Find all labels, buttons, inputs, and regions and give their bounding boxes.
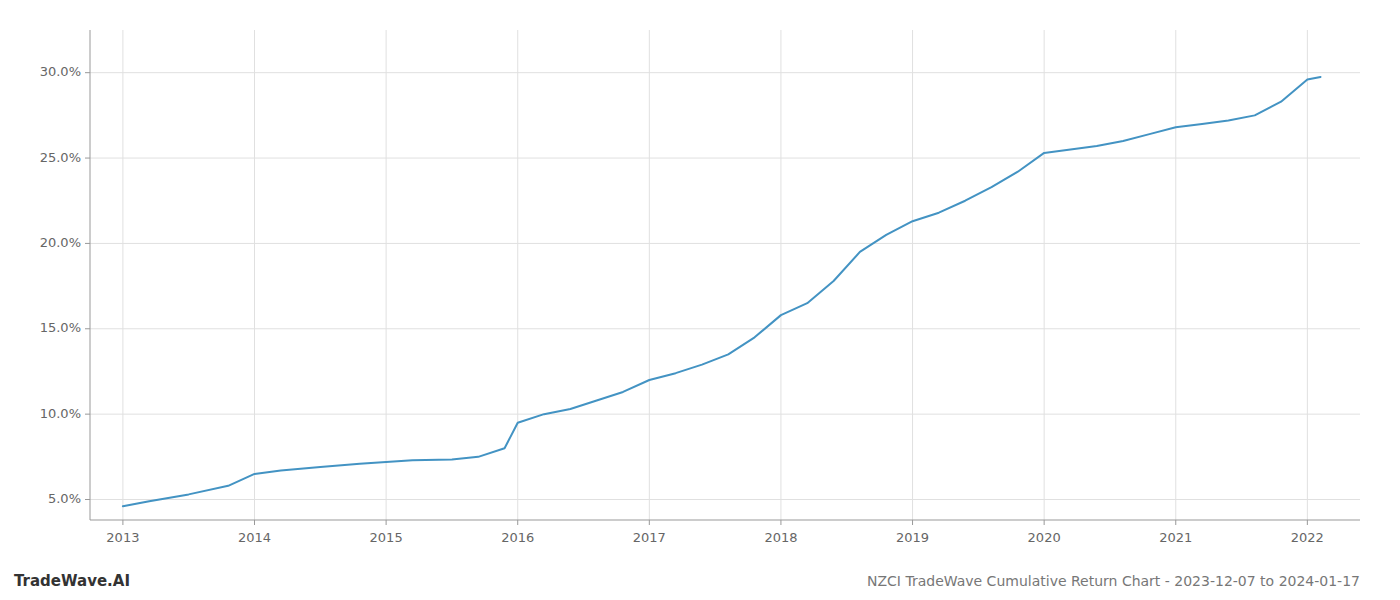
tick-x	[1044, 520, 1045, 525]
grid-line-x	[1044, 30, 1045, 520]
tick-y	[85, 158, 90, 159]
tick-y	[85, 72, 90, 73]
tick-label-x: 2022	[1291, 530, 1324, 545]
axis-line-x	[90, 520, 1360, 521]
grid-line-x	[780, 30, 781, 520]
grid-line-x	[517, 30, 518, 520]
grid-line-x	[912, 30, 913, 520]
tick-x	[254, 520, 255, 525]
grid-line-x	[1307, 30, 1308, 520]
tick-label-x: 2018	[764, 530, 797, 545]
tick-label-y: 15.0%	[40, 320, 81, 335]
title: NZCI TradeWave Cumulative Return Chart -…	[867, 573, 1360, 589]
grid-line-x	[1175, 30, 1176, 520]
tick-x	[122, 520, 123, 525]
tick-y	[85, 499, 90, 500]
tick-label-y: 10.0%	[40, 406, 81, 421]
grid-line-y	[90, 158, 1360, 159]
grid	[90, 30, 1360, 520]
axes: 5.0% 10.0% 15.0% 20.0% 25.0% 30.0% 2013 2014 201…	[40, 30, 1360, 545]
grid-line-y	[90, 328, 1360, 329]
tick-y	[85, 414, 90, 415]
tick-label-y: 25.0%	[40, 150, 81, 165]
grid-line-y	[90, 414, 1360, 415]
tick-label-y: 30.0%	[40, 64, 81, 79]
grid-line-y	[90, 243, 1360, 244]
tick-x	[1175, 520, 1176, 525]
grid-line-y	[90, 499, 1360, 500]
chart: 5.0% 10.0% 15.0% 20.0% 25.0% 30.0% 2013 2014 201…	[0, 0, 1400, 600]
tick-x	[517, 520, 518, 525]
grid-line-x	[386, 30, 387, 520]
tick-label-x: 2014	[238, 530, 271, 545]
tick-x	[649, 520, 650, 525]
tick-label-x: 2017	[633, 530, 666, 545]
tick-label-x: 2015	[370, 530, 403, 545]
tick-label-x: 2013	[106, 530, 139, 545]
tick-label-y: 20.0%	[40, 235, 81, 250]
axis-line-y	[90, 30, 91, 520]
tick-label-x: 2019	[896, 530, 929, 545]
tick-label-y: 5.0%	[48, 491, 81, 506]
grid-line-y	[90, 72, 1360, 73]
tick-x	[1307, 520, 1308, 525]
tick-x	[386, 520, 387, 525]
tick-x	[780, 520, 781, 525]
grid-line-x	[254, 30, 255, 520]
line	[123, 77, 1321, 506]
tick-y	[85, 243, 90, 244]
tick-x	[912, 520, 913, 525]
watermark: TradeWave.AI	[14, 572, 130, 590]
tick-label-x: 2021	[1159, 530, 1192, 545]
grid-line-x	[649, 30, 650, 520]
tick-y	[85, 328, 90, 329]
plot-area	[123, 77, 1321, 506]
tick-label-x: 2016	[501, 530, 534, 545]
tick-label-x: 2020	[1028, 530, 1061, 545]
grid-line-x	[122, 30, 123, 520]
